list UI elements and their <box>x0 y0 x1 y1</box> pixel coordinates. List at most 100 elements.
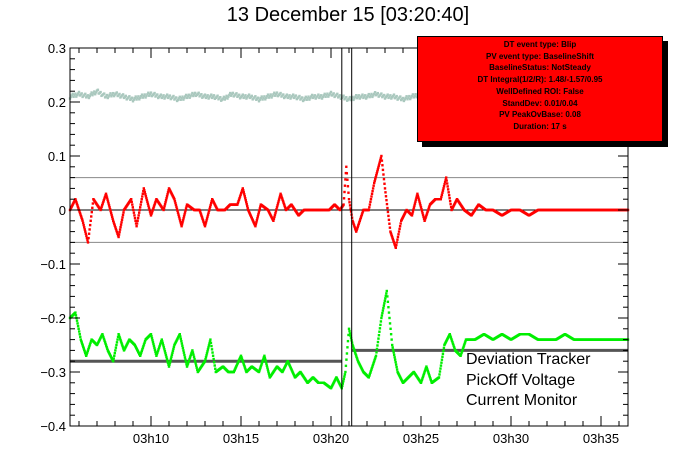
legend-entry: Current Monitor <box>466 392 578 409</box>
data-point <box>138 208 141 212</box>
data-point <box>131 206 135 209</box>
data-point <box>353 227 357 230</box>
data-point <box>78 211 82 215</box>
data-point <box>148 210 152 213</box>
data-point <box>168 361 172 364</box>
data-point <box>420 208 423 211</box>
data-point <box>265 364 269 367</box>
data-point <box>143 340 147 343</box>
data-point <box>378 327 382 330</box>
data-point <box>208 96 211 99</box>
data-point <box>409 96 413 99</box>
data-point <box>112 221 115 224</box>
data-point <box>464 339 467 343</box>
data-point <box>428 204 431 208</box>
data-point <box>177 215 181 218</box>
data-point <box>424 368 427 371</box>
data-point <box>417 196 420 199</box>
data-point <box>261 98 264 101</box>
data-point <box>208 340 212 343</box>
data-point <box>393 243 397 247</box>
data-point <box>77 327 80 330</box>
data-point <box>104 192 108 195</box>
y-tick-label: 0.1 <box>48 149 66 164</box>
data-point <box>156 93 159 96</box>
data-point <box>222 95 226 99</box>
data-point <box>410 94 414 98</box>
data-point <box>185 96 189 100</box>
data-point <box>242 363 246 366</box>
data-point <box>358 97 361 100</box>
data-point <box>423 369 427 373</box>
data-point <box>279 194 283 197</box>
legend-entry: Deviation Tracker <box>466 351 591 368</box>
data-point <box>81 342 84 346</box>
data-point <box>207 346 210 349</box>
data-point <box>114 227 118 231</box>
data-point <box>85 354 88 357</box>
data-point <box>310 93 314 97</box>
data-point <box>151 340 155 344</box>
data-point <box>376 344 379 347</box>
data-point <box>272 217 276 221</box>
data-point <box>189 355 192 358</box>
data-point <box>462 345 465 349</box>
data-point <box>394 360 397 364</box>
data-point <box>88 223 92 227</box>
data-point <box>236 203 239 206</box>
data-point <box>440 193 444 197</box>
legend-entry: PickOff Voltage <box>466 371 576 389</box>
data-point <box>206 348 210 351</box>
data-point <box>106 96 109 100</box>
data-point <box>268 94 271 98</box>
data-point <box>118 335 121 339</box>
data-point <box>397 233 400 236</box>
data-point <box>165 197 168 200</box>
data-point <box>160 338 163 341</box>
data-point <box>264 358 267 361</box>
data-point <box>207 211 210 214</box>
data-point <box>277 198 281 201</box>
data-point <box>449 205 453 209</box>
data-point <box>117 334 121 337</box>
data-point <box>373 181 376 185</box>
data-point <box>172 347 175 351</box>
data-point <box>375 172 378 175</box>
data-point <box>416 194 420 197</box>
data-point <box>206 94 209 97</box>
data-point <box>102 200 105 204</box>
data-point <box>85 236 89 240</box>
data-point <box>103 195 107 199</box>
data-point <box>111 217 114 221</box>
data-point <box>411 210 415 213</box>
data-point <box>193 93 196 96</box>
data-point <box>240 357 244 360</box>
data-point <box>112 94 116 98</box>
data-point <box>420 378 424 382</box>
data-point <box>243 95 246 98</box>
data-point <box>140 198 143 201</box>
data-point <box>415 196 418 199</box>
data-point <box>88 228 91 231</box>
data-point <box>310 95 313 98</box>
data-point <box>207 344 211 347</box>
data-point <box>166 361 170 364</box>
data-point <box>86 239 89 242</box>
data-point <box>108 206 111 209</box>
data-point <box>276 202 280 205</box>
data-point <box>408 94 411 98</box>
data-point <box>320 97 324 100</box>
data-point <box>101 333 104 336</box>
data-point <box>231 91 235 95</box>
data-point <box>370 368 373 371</box>
data-point <box>282 202 286 206</box>
data-point <box>241 93 244 96</box>
data-point <box>274 94 277 97</box>
data-point <box>137 95 140 98</box>
data-point <box>313 94 316 97</box>
data-point <box>94 93 97 96</box>
data-point <box>391 346 394 349</box>
data-point <box>209 341 213 345</box>
data-point <box>451 341 454 344</box>
